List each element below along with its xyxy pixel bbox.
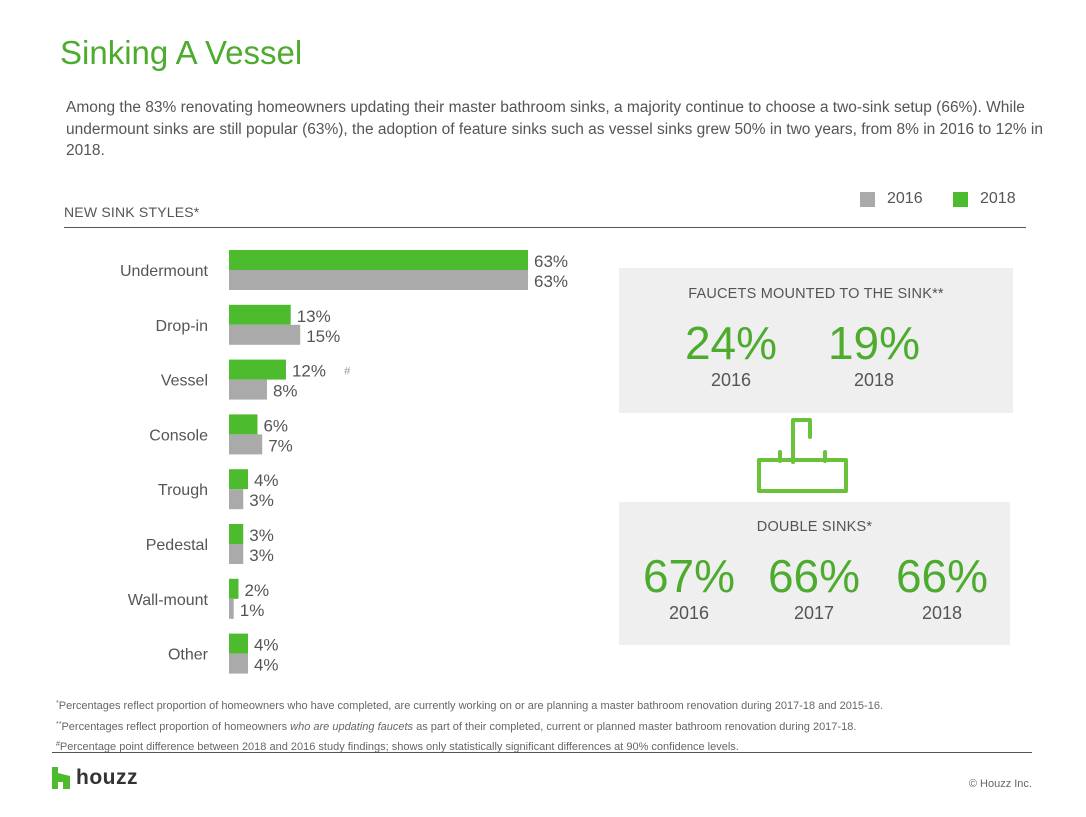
bar-2016-undermount xyxy=(229,270,528,290)
houzz-logo-icon xyxy=(52,767,70,789)
section-divider xyxy=(64,227,1026,228)
bar-2018-console xyxy=(229,414,258,435)
footnote-2-emphasis: who are updating faucets xyxy=(290,720,414,733)
double-sinks-stat-box: DOUBLE SINKS* 67% 2016 66% 2017 66% 2018 xyxy=(619,502,1010,645)
faucets-value-2018: 19% xyxy=(827,317,921,369)
bar-2016-other xyxy=(229,653,248,674)
faucets-value-2016: 24% xyxy=(684,317,778,369)
value-label-2018-trough: 4% xyxy=(254,471,279,490)
chart-section-label: NEW SINK STYLES* xyxy=(64,204,200,220)
value-label-2016-undermount: 63% xyxy=(534,272,568,291)
category-label-trough: Trough xyxy=(158,482,208,499)
value-label-2018-drop-in: 13% xyxy=(297,307,331,326)
category-label-pedestal: Pedestal xyxy=(146,537,208,554)
bar-2018-undermount xyxy=(229,250,528,270)
legend-item-2018: 2018 xyxy=(953,189,1016,209)
double-sinks-stat-2016: 67% 2016 xyxy=(624,551,754,624)
legend-label-2016: 2016 xyxy=(887,190,923,207)
category-label-undermount: Undermount xyxy=(120,263,209,280)
houzz-logo: houzz xyxy=(52,766,138,790)
value-label-2018-wall-mount: 2% xyxy=(244,581,269,600)
legend-label-2018: 2018 xyxy=(980,190,1016,207)
bar-2018-pedestal xyxy=(229,524,244,544)
faucets-stat-2018: 19% 2018 xyxy=(809,318,939,391)
legend-item-2016: 2016 xyxy=(860,189,923,209)
copyright: © Houzz Inc. xyxy=(968,778,1032,790)
footnote-3: #Percentage point difference between 201… xyxy=(56,736,1066,757)
value-label-2016-wall-mount: 1% xyxy=(240,601,265,620)
double-sinks-year-2018: 2018 xyxy=(921,603,963,623)
value-label-2016-other: 4% xyxy=(254,656,279,675)
faucets-box-title: FAUCETS MOUNTED TO THE SINK** xyxy=(688,286,944,302)
footnote-3-mark: # xyxy=(56,741,60,748)
double-sinks-value-2017: 66% xyxy=(767,550,861,602)
bar-2016-wall-mount xyxy=(229,598,234,619)
bar-2018-vessel xyxy=(229,359,286,380)
legend-swatch-2016 xyxy=(860,191,875,207)
legend-swatch-2018 xyxy=(953,191,968,207)
category-label-other: Other xyxy=(168,647,209,664)
footnote-1-mark: * xyxy=(56,700,59,707)
sink-styles-bar-chart: Undermount 63%63% Drop-in 13%15% Vessel 12%8%… xyxy=(120,250,568,675)
footnote-3-text: Percentage point difference between 2018… xyxy=(59,741,739,753)
category-label-console: Console xyxy=(149,427,208,444)
bar-2016-pedestal xyxy=(229,544,244,564)
value-label-2016-console: 7% xyxy=(268,436,293,455)
category-label-wall-mount: Wall-mount xyxy=(128,592,209,609)
footer-divider xyxy=(52,752,1032,753)
intro-paragraph: Among the 83% renovating homeowners upda… xyxy=(66,99,1043,159)
footnote-1: *Percentages reflect proportion of homeo… xyxy=(56,695,1066,716)
double-sinks-year-2017: 2017 xyxy=(793,603,835,623)
value-label-2018-other: 4% xyxy=(254,636,279,655)
annotation-vessel: # xyxy=(344,366,351,378)
double-sinks-box-title: DOUBLE SINKS* xyxy=(756,519,873,535)
double-sinks-value-2016: 67% xyxy=(642,550,736,602)
value-label-2018-undermount: 63% xyxy=(534,252,568,271)
bar-2016-console xyxy=(229,434,263,455)
footnote-2-text-post: as part of their completed, current or p… xyxy=(413,720,857,733)
value-label-2016-pedestal: 3% xyxy=(249,546,274,565)
footnote-2: **Percentages reflect proportion of home… xyxy=(56,716,1066,737)
value-label-2016-drop-in: 15% xyxy=(306,327,340,346)
category-label-drop-in: Drop-in xyxy=(156,318,208,335)
value-label-2018-pedestal: 3% xyxy=(249,526,274,545)
footnote-2-text-pre: Percentages reflect proportion of homeow… xyxy=(61,720,291,733)
faucets-stat-2016: 24% 2016 xyxy=(666,318,796,391)
page-title: Sinking A Vessel xyxy=(60,34,303,71)
double-sinks-stat-2017: 66% 2017 xyxy=(749,551,879,624)
faucets-year-2018: 2018 xyxy=(853,370,895,390)
value-label-2016-trough: 3% xyxy=(249,491,274,510)
bar-2018-trough xyxy=(229,469,248,490)
bar-2016-trough xyxy=(229,489,244,510)
faucets-stat-box: FAUCETS MOUNTED TO THE SINK** 24% 2016 1… xyxy=(619,268,1013,413)
bar-2016-drop-in xyxy=(229,324,301,345)
sink-icon xyxy=(757,418,848,493)
bar-2018-wall-mount xyxy=(229,578,239,599)
bar-2016-vessel xyxy=(229,379,267,400)
value-label-2018-console: 6% xyxy=(263,416,288,435)
value-label-2016-vessel: 8% xyxy=(273,382,298,401)
footnotes: *Percentages reflect proportion of homeo… xyxy=(56,695,1066,757)
houzz-logo-text: houzz xyxy=(76,766,138,789)
value-label-2018-vessel: 12% xyxy=(292,362,326,381)
double-sinks-year-2016: 2016 xyxy=(668,603,710,623)
bar-2018-other xyxy=(229,633,248,654)
footnote-1-text: Percentages reflect proportion of homeow… xyxy=(58,700,883,712)
double-sinks-stat-2018: 66% 2018 xyxy=(877,551,1007,624)
footnote-2-mark: ** xyxy=(56,720,62,728)
bar-2018-drop-in xyxy=(229,304,291,325)
double-sinks-value-2018: 66% xyxy=(895,550,989,602)
category-label-vessel: Vessel xyxy=(161,373,208,390)
faucets-year-2016: 2016 xyxy=(710,370,752,390)
